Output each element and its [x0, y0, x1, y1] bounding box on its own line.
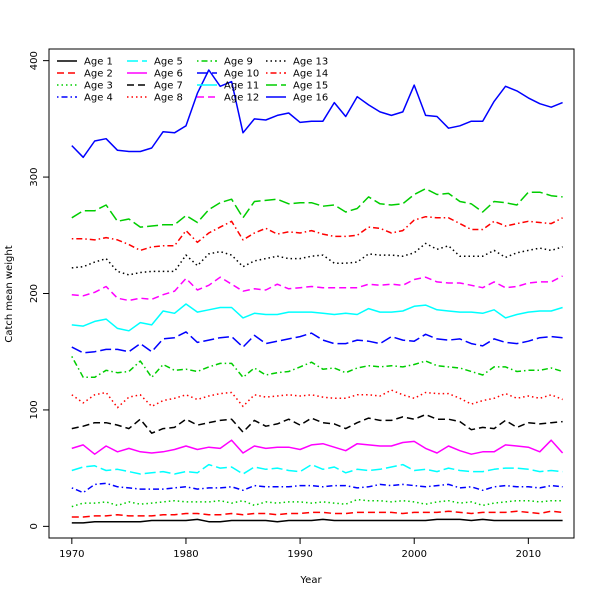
series-lines — [71, 69, 564, 524]
legend-label: Age 15 — [293, 81, 328, 92]
series-line-age-1 — [71, 518, 563, 524]
y-tick-label: 300 — [29, 168, 40, 187]
plot-frame — [48, 48, 575, 539]
legend-label: Age 1 — [84, 57, 113, 68]
legend-label: Age 7 — [154, 81, 183, 92]
legend-label: Age 9 — [224, 57, 253, 68]
series-line-age-6 — [71, 439, 564, 455]
legend-label: Age 5 — [154, 57, 183, 68]
series-line-age-5 — [71, 463, 563, 475]
series-line-age-10 — [71, 331, 563, 354]
series-line-age-8 — [71, 389, 563, 409]
x-tick-label: 1970 — [59, 549, 84, 560]
x-tick-label: 1990 — [287, 549, 312, 560]
x-tick-label: 2010 — [516, 549, 541, 560]
legend-label: Age 3 — [84, 81, 113, 92]
x-axis: 1970 1980 1990 2000 2010 — [59, 538, 541, 560]
legend-label: Age 10 — [224, 69, 259, 80]
y-tick-label: 400 — [29, 51, 40, 70]
x-tick-label: 1980 — [173, 549, 198, 560]
legend-label: Age 12 — [224, 93, 259, 104]
series-line-age-2 — [71, 510, 563, 518]
legend-label: Age 16 — [293, 93, 328, 104]
y-tick-label: 0 — [29, 523, 40, 529]
y-axis-label: Catch mean weight — [4, 245, 15, 342]
legend-label: Age 6 — [154, 69, 183, 80]
series-line-age-9 — [71, 356, 563, 379]
series-line-age-12 — [71, 275, 563, 302]
series-line-age-15 — [71, 187, 563, 228]
series-line-age-7 — [71, 413, 563, 434]
series-line-age-16 — [71, 69, 563, 159]
y-tick-label: 200 — [29, 284, 40, 303]
series-line-age-11 — [71, 303, 563, 332]
y-tick-label: 100 — [29, 400, 40, 419]
legend-label: Age 8 — [154, 93, 183, 104]
series-line-age-3 — [71, 498, 563, 508]
legend-label: Age 4 — [84, 93, 113, 104]
legend-label: Age 2 — [84, 69, 113, 80]
legend-label: Age 13 — [293, 57, 328, 68]
legend-label: Age 11 — [224, 81, 259, 92]
y-axis: 0 100 200 300 400 — [29, 51, 49, 530]
series-line-age-14 — [71, 215, 563, 252]
series-line-age-4 — [71, 482, 563, 494]
legend-label: Age 14 — [293, 69, 328, 80]
x-tick-label: 2000 — [401, 549, 426, 560]
x-axis-label: Year — [299, 575, 322, 586]
